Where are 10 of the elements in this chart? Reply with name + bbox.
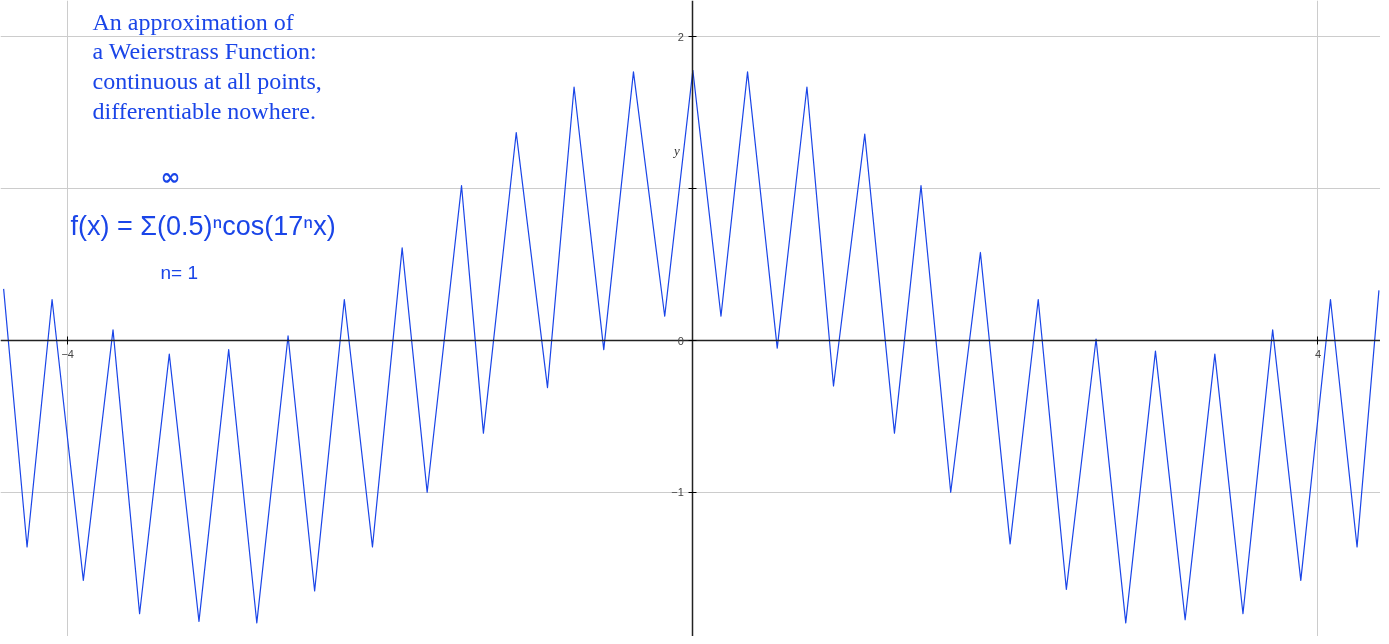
annotation: f(x) = Σ(0.5)ⁿcos(17ⁿx): [70, 210, 336, 241]
y-tick-label: −1: [671, 486, 684, 499]
y-tick-label: 2: [677, 30, 684, 43]
y-axis-title: y: [672, 143, 681, 159]
annotation: n= 1: [160, 261, 199, 283]
x-tick-label: 4: [1314, 347, 1322, 360]
line-series: [3, 69, 1380, 624]
annotation: ∞: [160, 162, 181, 191]
annotation: An approximation of a Weierstrass Function: continuous at all points, differentiable nowhere.: [92, 8, 322, 125]
x-tick-label: −4: [61, 347, 74, 360]
